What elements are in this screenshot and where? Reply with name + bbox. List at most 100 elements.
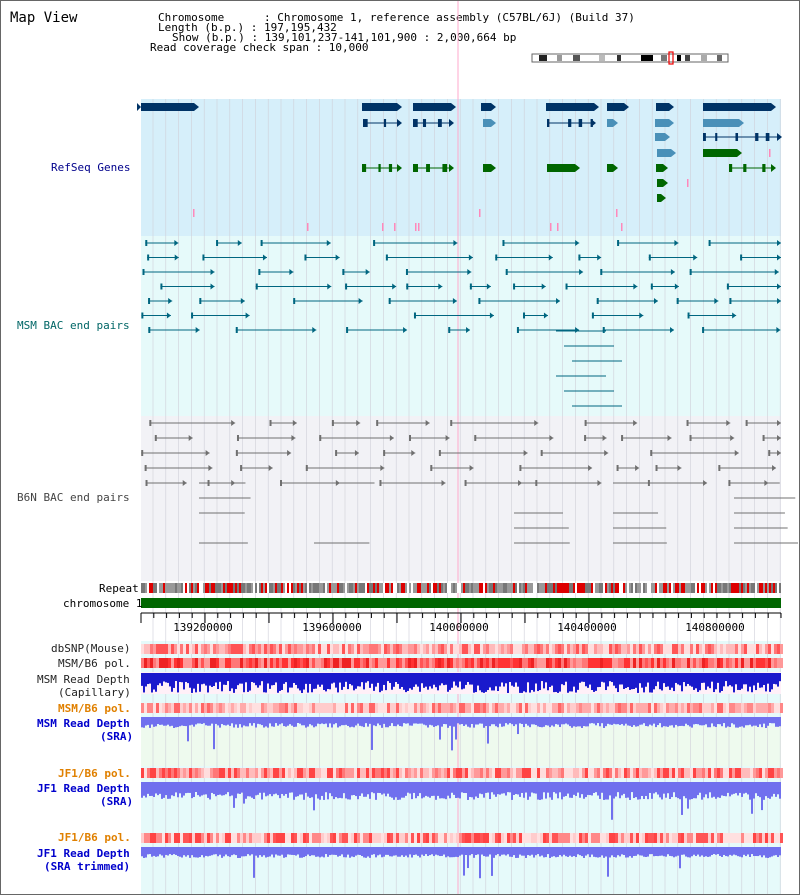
read-depth-bar bbox=[369, 717, 371, 724]
read-depth-bar bbox=[541, 847, 543, 856]
read-depth-bar bbox=[667, 673, 669, 687]
read-depth-bar bbox=[649, 717, 651, 725]
read-depth-bar bbox=[475, 673, 477, 693]
read-depth-bar bbox=[611, 782, 613, 820]
read-depth-bar bbox=[769, 673, 771, 692]
heat-cell bbox=[480, 703, 483, 713]
heat-cell bbox=[150, 703, 153, 713]
read-depth-bar bbox=[243, 717, 245, 726]
track-label-jf1-depth-sra[interactable]: JF1 Read Depth bbox=[37, 782, 130, 795]
msm-bac-pair bbox=[293, 298, 296, 304]
heat-cell bbox=[762, 658, 765, 668]
heat-cell bbox=[240, 658, 243, 668]
heat-cell bbox=[255, 768, 258, 778]
read-depth-bar bbox=[287, 847, 289, 855]
read-depth-bar bbox=[589, 847, 591, 858]
read-depth-bar bbox=[157, 782, 159, 796]
heat-cell bbox=[213, 644, 216, 654]
read-depth-bar bbox=[387, 782, 389, 794]
repeat-mark bbox=[461, 583, 463, 593]
repeat-mark bbox=[617, 583, 619, 593]
read-depth-bar bbox=[729, 673, 731, 686]
track-label-chromosome[interactable]: chromosome 1 bbox=[63, 597, 143, 610]
track-label-msm-depth-capillary[interactable]: MSM Read Depth bbox=[37, 673, 130, 686]
heat-cell bbox=[342, 644, 345, 654]
read-depth-bar bbox=[435, 782, 437, 800]
track-label-jf1-depth-trimmed[interactable]: JF1 Read Depth bbox=[37, 847, 130, 860]
track-label-dbsnp[interactable]: dbSNP(Mouse) bbox=[51, 642, 131, 655]
b6n-bac-pair bbox=[379, 480, 382, 486]
repeat-mark bbox=[655, 583, 657, 593]
read-depth-bar bbox=[527, 847, 529, 856]
read-depth-bar bbox=[193, 673, 195, 689]
heat-cell bbox=[627, 833, 630, 843]
track-label-jf1-b6-pol-2[interactable]: JF1/B6 pol. bbox=[58, 831, 131, 844]
heat-cell bbox=[420, 833, 423, 843]
read-depth-bar bbox=[337, 673, 339, 693]
heat-cell bbox=[516, 768, 519, 778]
heat-cell bbox=[159, 658, 162, 668]
gene-feature bbox=[546, 103, 594, 111]
read-depth-bar bbox=[289, 782, 291, 793]
read-depth-bar bbox=[601, 847, 603, 856]
read-depth-bar bbox=[511, 673, 513, 686]
track-label-repeat[interactable]: Repeat bbox=[99, 582, 139, 595]
read-depth-bar bbox=[407, 673, 409, 691]
heat-cell bbox=[519, 768, 522, 778]
heat-cell bbox=[498, 658, 501, 668]
read-depth-bar bbox=[651, 782, 653, 799]
read-depth-bar bbox=[463, 717, 465, 726]
msm-bac-pair bbox=[148, 327, 151, 333]
heat-cell bbox=[777, 703, 780, 713]
repeat-mark bbox=[619, 583, 621, 593]
heat-cell bbox=[645, 833, 648, 843]
heat-cell bbox=[246, 644, 249, 654]
ideogram-band bbox=[701, 55, 707, 61]
heat-cell bbox=[567, 644, 570, 654]
repeat-mark bbox=[349, 583, 351, 593]
b6n-bac-pair bbox=[292, 420, 297, 426]
read-depth-bar bbox=[179, 847, 181, 857]
read-depth-bar bbox=[345, 847, 347, 858]
read-depth-bar bbox=[551, 717, 553, 726]
heat-cell bbox=[609, 833, 612, 843]
heat-cell bbox=[549, 703, 552, 713]
heat-cell bbox=[156, 658, 159, 668]
repeat-mark bbox=[621, 583, 623, 593]
heat-cell bbox=[636, 644, 639, 654]
read-depth-bar bbox=[279, 847, 281, 856]
read-depth-bar bbox=[277, 782, 279, 796]
read-depth-bar bbox=[333, 782, 335, 800]
read-depth-bar bbox=[255, 782, 257, 796]
read-depth-bar bbox=[215, 717, 217, 724]
heat-cell bbox=[747, 768, 750, 778]
heat-cell bbox=[597, 768, 600, 778]
read-depth-bar bbox=[381, 673, 383, 691]
track-label-msm-b6-pol-2[interactable]: MSM/B6 pol. bbox=[58, 702, 131, 715]
track-label-b6n-bac[interactable]: B6N BAC end pairs bbox=[17, 491, 130, 504]
read-depth-bar bbox=[529, 717, 531, 728]
track-label-msm-depth-sra[interactable]: MSM Read Depth bbox=[37, 717, 130, 730]
b6n-bac-pair bbox=[616, 465, 619, 471]
read-depth-bar bbox=[147, 782, 149, 794]
heat-cell bbox=[324, 833, 327, 843]
repeat-mark bbox=[639, 583, 641, 593]
read-depth-bar bbox=[655, 782, 657, 793]
heat-cell bbox=[723, 658, 726, 668]
heat-cell bbox=[555, 658, 558, 668]
read-depth-bar bbox=[765, 782, 767, 797]
heat-cell bbox=[495, 703, 498, 713]
read-depth-bar bbox=[663, 673, 665, 684]
track-label-refseq[interactable]: RefSeq Genes bbox=[51, 161, 131, 174]
repeat-mark bbox=[199, 583, 201, 593]
read-depth-bar bbox=[761, 782, 763, 811]
heat-cell bbox=[228, 644, 231, 654]
track-label-msm-b6-pol[interactable]: MSM/B6 pol. bbox=[58, 657, 131, 670]
track-label-jf1-b6-pol[interactable]: JF1/B6 pol. bbox=[58, 767, 131, 780]
repeat-mark bbox=[351, 583, 353, 593]
read-depth-bar bbox=[307, 673, 309, 693]
heat-cell bbox=[780, 768, 783, 778]
track-label-msm-bac[interactable]: MSM BAC end pairs bbox=[17, 319, 130, 332]
read-depth-bar bbox=[481, 673, 483, 693]
